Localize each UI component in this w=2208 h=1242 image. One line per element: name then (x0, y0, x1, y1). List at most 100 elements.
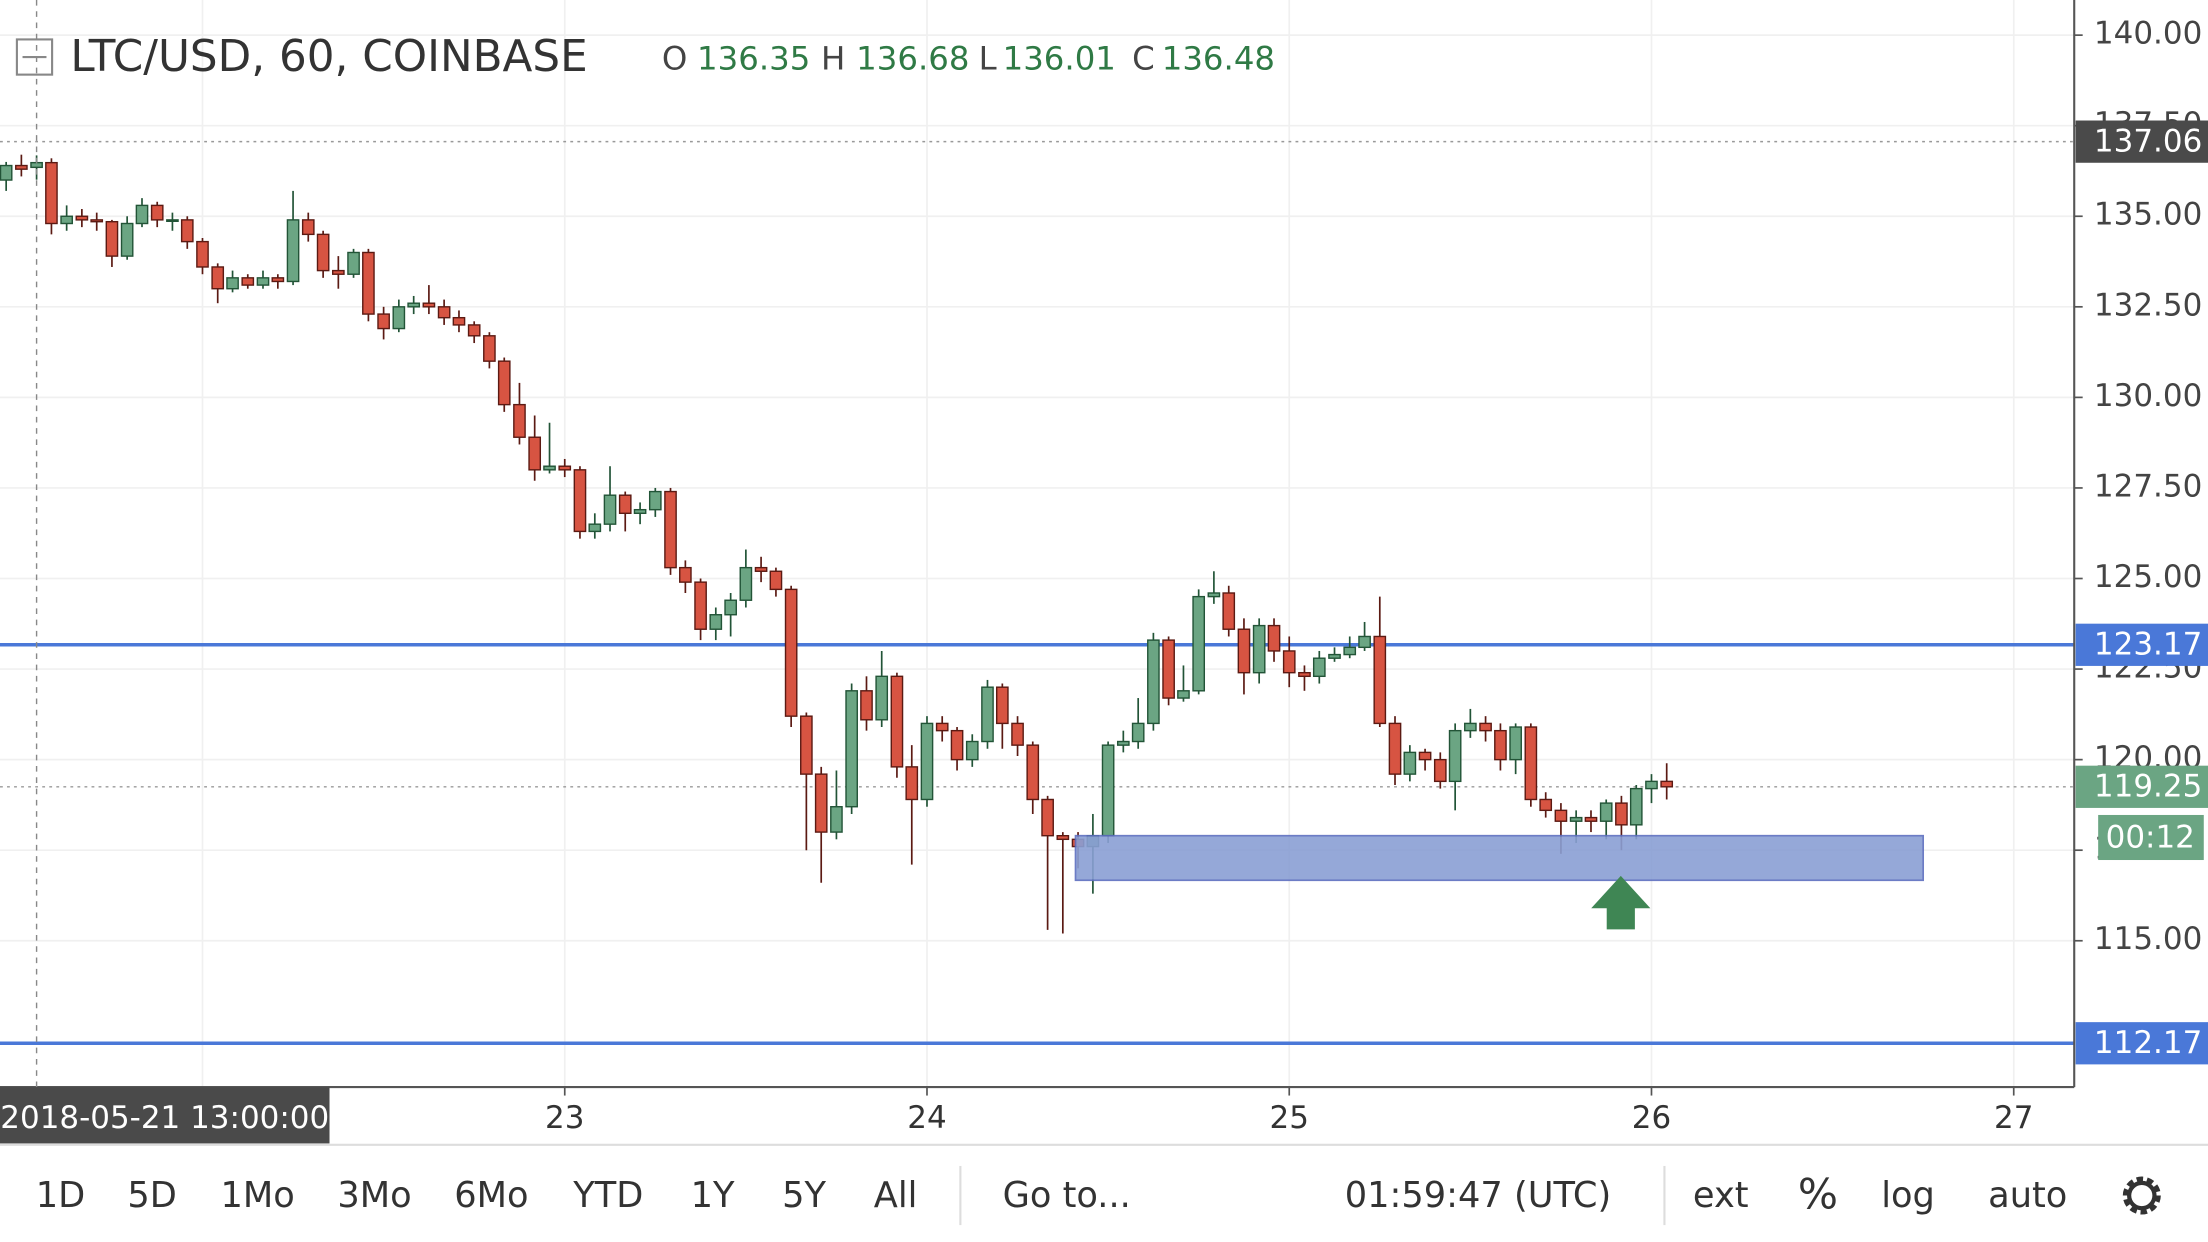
candle-body (769, 570, 783, 591)
option-button[interactable]: log (1881, 1175, 1935, 1216)
candle (90, 212, 104, 231)
candle-body (1479, 722, 1492, 732)
option-button[interactable]: auto (1988, 1175, 2067, 1216)
candle-body (664, 490, 677, 569)
candle (45, 158, 58, 235)
candle-body (1599, 802, 1613, 822)
price-badge-label: 119.25 (2094, 769, 2202, 805)
range-button[interactable]: 6Mo (454, 1175, 528, 1216)
settings-icon[interactable] (2122, 1176, 2161, 1215)
candle-body (483, 335, 496, 362)
price-badge (2075, 623, 2208, 666)
candle-body (995, 686, 1009, 725)
candle (1312, 650, 1326, 684)
candle-body (513, 403, 526, 438)
candle (271, 274, 285, 289)
candle-body (332, 269, 345, 275)
option-button[interactable]: % (1798, 1169, 1838, 1218)
candle-body (1448, 729, 1462, 783)
candle-body (950, 729, 964, 761)
candle (709, 607, 723, 641)
range-button[interactable]: 5Y (782, 1175, 826, 1216)
range-button[interactable]: 5D (127, 1175, 176, 1216)
candle (1509, 723, 1522, 775)
candle (1282, 636, 1296, 688)
candle (1584, 810, 1598, 833)
candle (603, 466, 617, 532)
candle (648, 487, 662, 517)
candle (981, 679, 994, 749)
candle-body (1131, 722, 1145, 743)
candle-body (633, 508, 647, 515)
candle-body (679, 566, 692, 583)
candle (15, 154, 28, 177)
candle-body (1629, 787, 1643, 826)
candle-body (1343, 646, 1357, 656)
range-button[interactable]: 1Y (691, 1175, 735, 1216)
candle-body (301, 219, 315, 236)
candle-body (150, 204, 164, 221)
candle (1524, 723, 1538, 807)
candle-body (1569, 816, 1583, 822)
candle (1343, 636, 1357, 659)
candle-body (1418, 751, 1432, 761)
candle-body (814, 773, 828, 833)
ohlc-label: H (821, 40, 845, 78)
candle (120, 216, 134, 260)
candle-body (1207, 592, 1221, 598)
candle (60, 205, 73, 231)
candle-body (1645, 780, 1658, 790)
candle-body (935, 722, 949, 732)
countdown-label: 00:12 (2106, 819, 2195, 855)
candle (226, 270, 239, 293)
candle-body (422, 302, 436, 308)
candle (1162, 636, 1175, 706)
candle-body (90, 219, 104, 223)
candle (694, 578, 707, 641)
range-button[interactable]: 3Mo (337, 1175, 411, 1216)
candle (347, 248, 360, 278)
candle-body (1433, 758, 1447, 783)
countdown-badge (2098, 814, 2204, 861)
candle (1177, 665, 1190, 702)
candle (573, 466, 587, 539)
range-button[interactable]: YTD (572, 1175, 643, 1216)
candle (1026, 741, 1040, 814)
range-button[interactable]: 1D (36, 1175, 85, 1216)
candle (1418, 748, 1432, 771)
candle (256, 270, 270, 289)
candle (769, 567, 783, 597)
x-tick-label: 25 (1270, 1100, 1309, 1136)
candle (1494, 723, 1507, 771)
candle (1116, 730, 1130, 753)
candle-body (392, 306, 406, 330)
candle-body (573, 469, 587, 533)
candle (1629, 784, 1643, 840)
candle-body (1373, 635, 1387, 725)
candle (1041, 795, 1054, 930)
collapse-icon[interactable] (15, 38, 54, 76)
candle (890, 672, 904, 778)
candle (407, 295, 421, 315)
candle (362, 248, 375, 322)
candle (830, 770, 843, 840)
candle-body (1403, 751, 1417, 775)
range-button[interactable]: 1Mo (221, 1175, 295, 1216)
candle-body (1509, 726, 1522, 761)
candle-body (467, 324, 481, 337)
candle (543, 422, 556, 474)
candle-body (981, 686, 994, 743)
y-tick-label: 115.00 (2094, 921, 2202, 957)
candle (1101, 741, 1115, 843)
goto-button[interactable]: Go to... (1003, 1175, 1131, 1216)
candle (105, 219, 119, 267)
candle-body (45, 161, 58, 225)
option-button[interactable]: ext (1693, 1175, 1749, 1216)
candle-body (543, 465, 556, 471)
range-button[interactable]: All (874, 1175, 918, 1216)
candle-body (1524, 726, 1538, 801)
price-badge-label: 123.17 (2094, 627, 2202, 663)
candle-body (180, 219, 194, 243)
candle (528, 415, 542, 481)
